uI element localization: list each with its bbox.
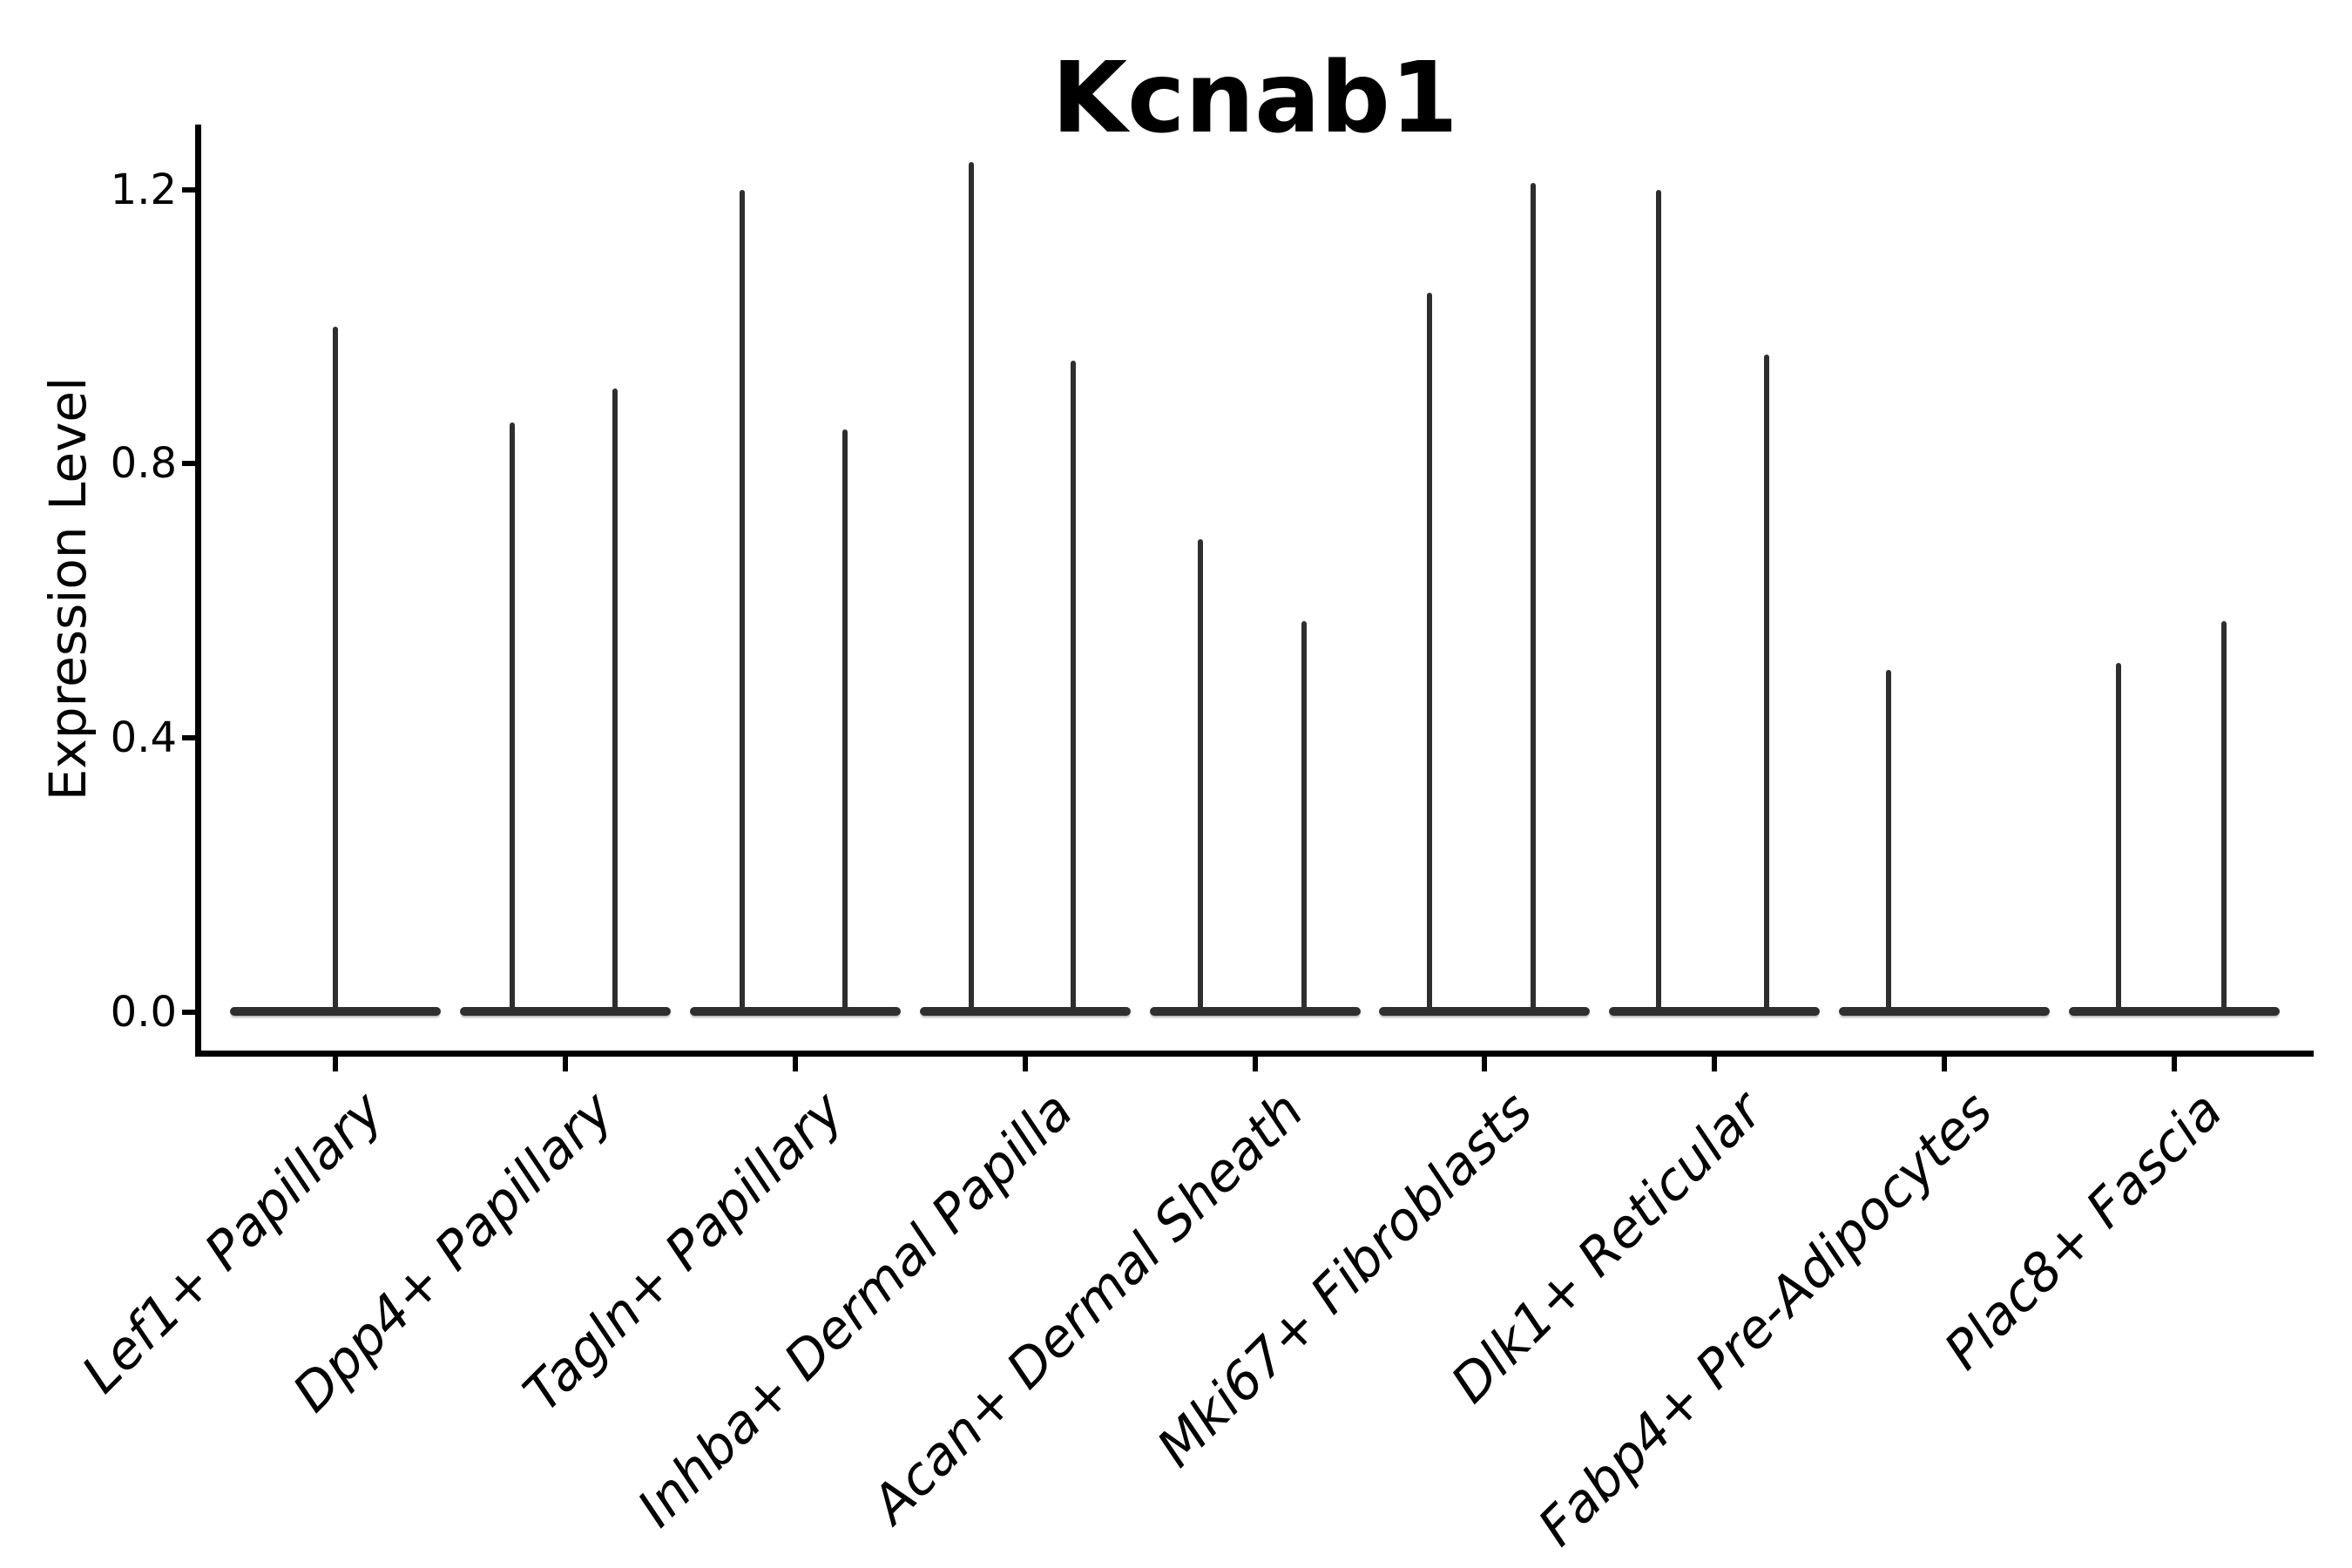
x-tick-mark — [793, 1057, 798, 1071]
violin-max-spike — [1427, 293, 1432, 1010]
violin-max-spike — [842, 429, 848, 1010]
violin-max-spike — [2116, 663, 2121, 1010]
violin-base — [1609, 1007, 1820, 1016]
violin-base — [460, 1007, 671, 1016]
y-tick-label: 1.2 — [110, 166, 177, 214]
x-tick-mark — [563, 1057, 568, 1071]
x-tick-mark — [333, 1057, 338, 1071]
y-tick-label: 0.4 — [110, 713, 177, 762]
violin-max-spike — [740, 190, 745, 1010]
violin-max-spike — [1656, 190, 1661, 1010]
violin-base — [1150, 1007, 1361, 1016]
violin-max-spike — [1764, 355, 1769, 1010]
violin-max-spike — [1531, 183, 1536, 1010]
x-tick-mark — [1023, 1057, 1028, 1071]
x-tick-label: Fabp4+ Pre-Adipocytes — [1526, 1080, 2004, 1558]
violin-base — [230, 1007, 441, 1016]
violin-max-spike — [612, 389, 618, 1010]
violin-base — [1379, 1007, 1590, 1016]
x-tick-label: Mki67+ Fibroblasts — [1146, 1080, 1544, 1479]
violin-base — [2069, 1007, 2280, 1016]
violin-base — [920, 1007, 1131, 1016]
y-tick-mark — [182, 1010, 195, 1015]
y-tick-label: 0.8 — [110, 439, 177, 488]
violin-max-spike — [1886, 670, 1891, 1010]
x-tick-label: Inhba+ Dermal Papilla — [626, 1080, 1085, 1539]
x-tick-mark — [2172, 1057, 2177, 1071]
violin-max-spike — [969, 162, 974, 1010]
y-tick-mark — [182, 187, 195, 193]
x-tick-mark — [1712, 1057, 1717, 1071]
violin-base — [690, 1007, 901, 1016]
x-tick-label: Acan+ Dermal Sheath — [860, 1080, 1315, 1536]
violin-base — [1839, 1007, 2050, 1016]
y-tick-mark — [182, 461, 195, 466]
x-tick-mark — [1942, 1057, 1947, 1071]
violin-max-spike — [1071, 361, 1076, 1010]
y-tick-mark — [182, 735, 195, 740]
violin-max-spike — [333, 327, 338, 1010]
violin-max-spike — [1198, 539, 1203, 1010]
violin-max-spike — [510, 422, 515, 1010]
chart-title: Kcnab1 — [1051, 42, 1458, 155]
x-axis-spine — [195, 1051, 2314, 1057]
x-tick-mark — [1253, 1057, 1258, 1071]
violin-max-spike — [1301, 621, 1307, 1010]
y-axis-spine — [195, 125, 201, 1057]
violin-max-spike — [2221, 621, 2227, 1010]
x-tick-mark — [1482, 1057, 1487, 1071]
y-tick-label: 0.0 — [110, 988, 177, 1037]
